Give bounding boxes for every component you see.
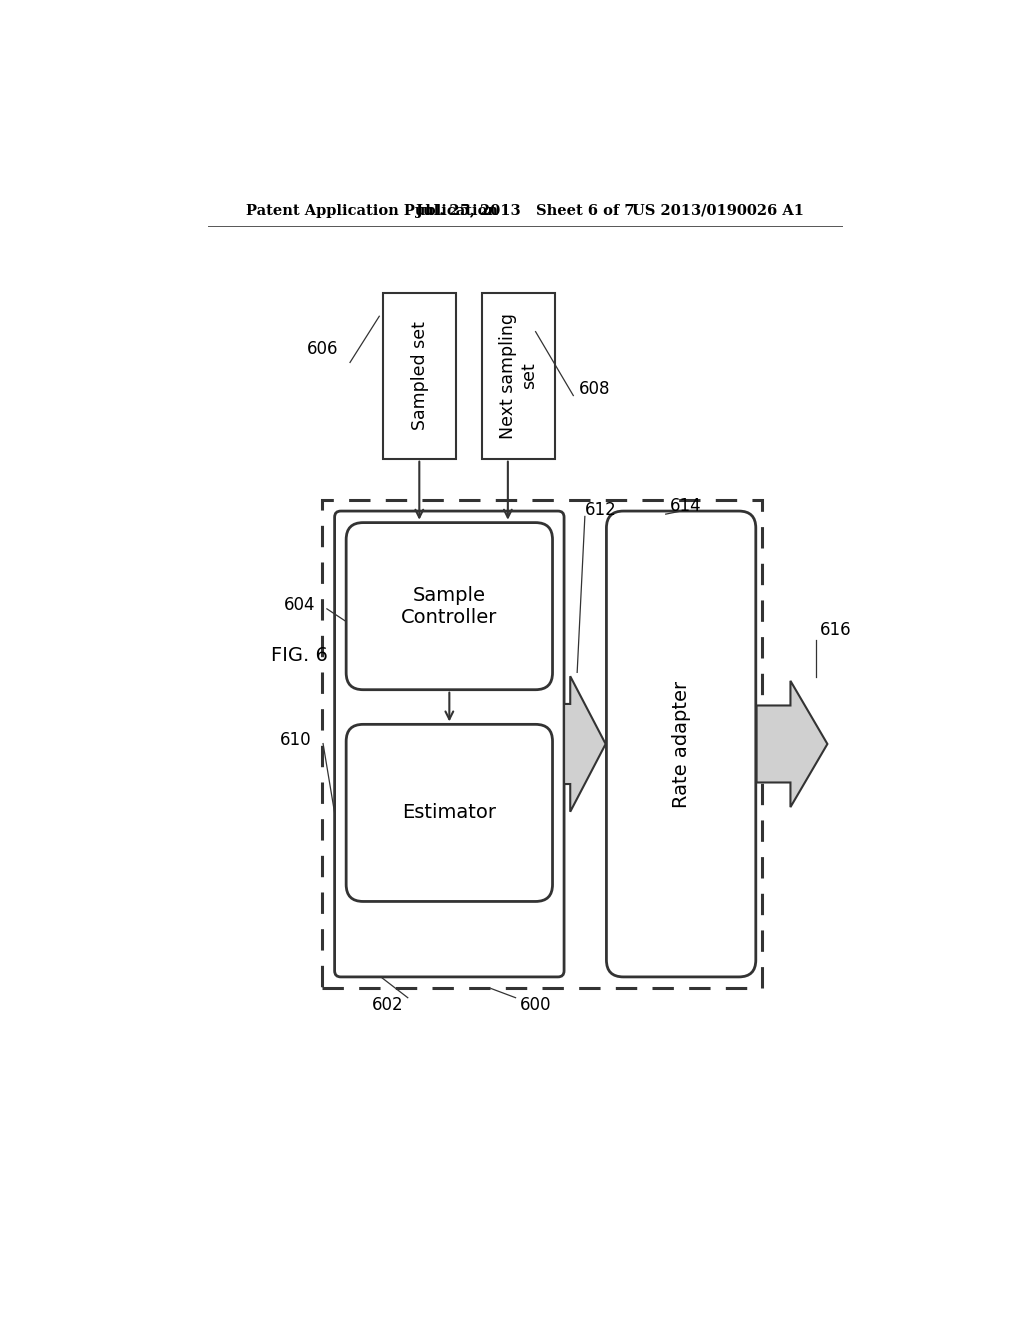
Text: 606: 606 xyxy=(307,341,339,358)
Text: 600: 600 xyxy=(519,997,551,1014)
Text: 616: 616 xyxy=(819,620,851,639)
Polygon shape xyxy=(757,681,827,807)
Polygon shape xyxy=(564,676,605,812)
Bar xyxy=(322,499,762,989)
Text: 614: 614 xyxy=(670,498,701,515)
Text: 610: 610 xyxy=(280,731,311,748)
Text: Sample
Controller: Sample Controller xyxy=(401,586,498,627)
Text: 604: 604 xyxy=(284,597,315,614)
Text: US 2013/0190026 A1: US 2013/0190026 A1 xyxy=(632,203,804,218)
Text: FIG. 6: FIG. 6 xyxy=(270,645,328,664)
Text: 602: 602 xyxy=(373,997,403,1014)
Text: Sampled set: Sampled set xyxy=(411,322,429,430)
Bar xyxy=(481,293,555,459)
Text: 608: 608 xyxy=(579,380,610,399)
Bar xyxy=(383,293,457,459)
Text: Jul. 25, 2013   Sheet 6 of 7: Jul. 25, 2013 Sheet 6 of 7 xyxy=(416,203,634,218)
Text: Rate adapter: Rate adapter xyxy=(672,680,690,808)
Text: Next sampling
set: Next sampling set xyxy=(499,313,538,440)
Text: Estimator: Estimator xyxy=(402,804,497,822)
Text: 612: 612 xyxy=(585,500,616,519)
Text: Patent Application Publication: Patent Application Publication xyxy=(246,203,498,218)
